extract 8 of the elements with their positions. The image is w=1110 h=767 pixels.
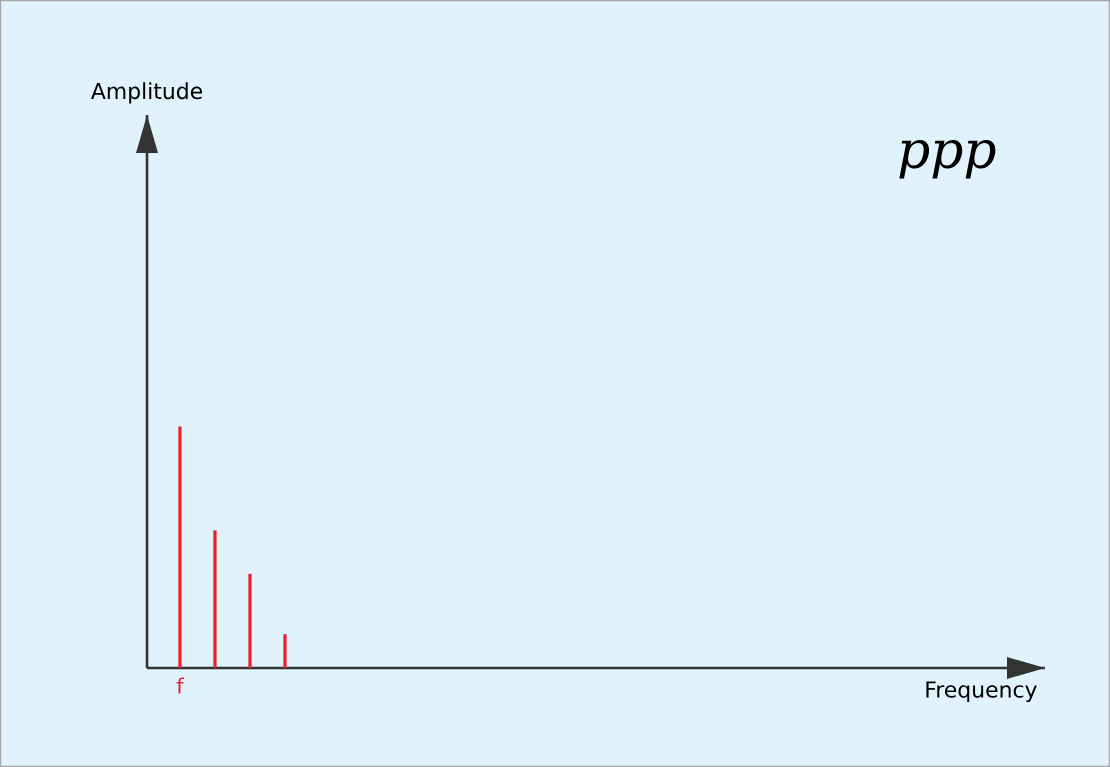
text: ppp: [899, 140, 996, 179]
bar: [178, 426, 182, 668]
x-tick-label: f: [176, 677, 185, 694]
text: Amplitude: [91, 82, 203, 104]
bar: [213, 530, 217, 668]
bar: [283, 634, 287, 668]
text: Frequency: [926, 681, 1037, 703]
bar: [248, 573, 252, 668]
